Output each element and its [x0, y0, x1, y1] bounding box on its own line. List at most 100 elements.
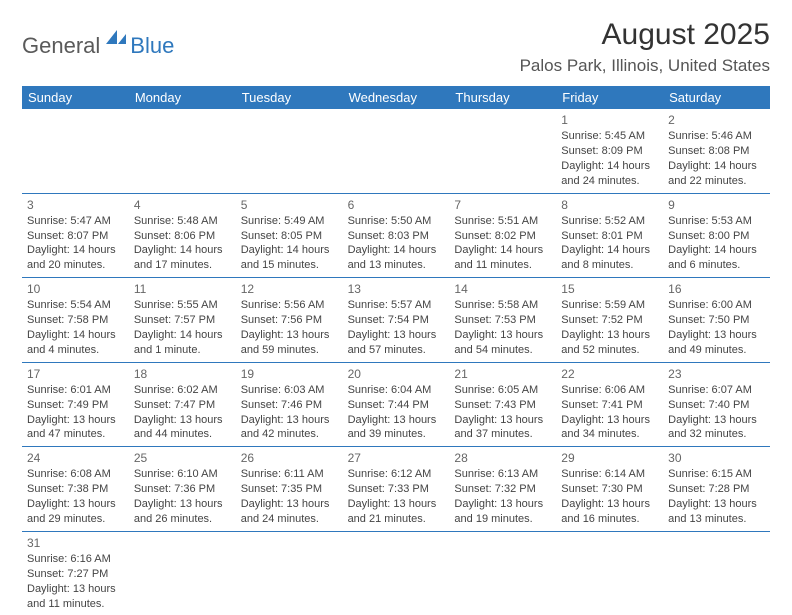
day-number: 9: [668, 197, 765, 213]
sunset-line: Sunset: 7:56 PM: [241, 313, 338, 328]
day-cell: 3Sunrise: 5:47 AMSunset: 8:07 PMDaylight…: [22, 194, 129, 278]
weekday-header: Tuesday: [236, 86, 343, 109]
daylight-line: Daylight: 13 hours and 57 minutes.: [348, 328, 445, 358]
daylight-line: Daylight: 13 hours and 32 minutes.: [668, 413, 765, 443]
sunrise-line: Sunrise: 6:05 AM: [454, 383, 551, 398]
sunrise-line: Sunrise: 5:52 AM: [561, 214, 658, 229]
daylight-line: Daylight: 13 hours and 39 minutes.: [348, 413, 445, 443]
sunset-line: Sunset: 7:32 PM: [454, 482, 551, 497]
day-number: 8: [561, 197, 658, 213]
weekday-header: Wednesday: [343, 86, 450, 109]
day-number: 4: [134, 197, 231, 213]
sunset-line: Sunset: 8:08 PM: [668, 144, 765, 159]
daylight-line: Daylight: 13 hours and 34 minutes.: [561, 413, 658, 443]
sunrise-line: Sunrise: 5:54 AM: [27, 298, 124, 313]
daylight-line: Daylight: 13 hours and 29 minutes.: [27, 497, 124, 527]
daylight-line: Daylight: 14 hours and 20 minutes.: [27, 243, 124, 273]
sunrise-line: Sunrise: 6:02 AM: [134, 383, 231, 398]
empty-cell: [343, 532, 450, 615]
sunrise-line: Sunrise: 6:08 AM: [27, 467, 124, 482]
day-number: 19: [241, 366, 338, 382]
day-number: 27: [348, 450, 445, 466]
empty-cell: [129, 109, 236, 193]
sunrise-line: Sunrise: 5:59 AM: [561, 298, 658, 313]
weekday-header-row: SundayMondayTuesdayWednesdayThursdayFrid…: [22, 86, 770, 109]
sunrise-line: Sunrise: 5:57 AM: [348, 298, 445, 313]
day-cell: 29Sunrise: 6:14 AMSunset: 7:30 PMDayligh…: [556, 447, 663, 531]
empty-cell: [449, 532, 556, 615]
daylight-line: Daylight: 14 hours and 1 minute.: [134, 328, 231, 358]
sunrise-line: Sunrise: 5:53 AM: [668, 214, 765, 229]
week-row: 24Sunrise: 6:08 AMSunset: 7:38 PMDayligh…: [22, 447, 770, 532]
sunset-line: Sunset: 7:52 PM: [561, 313, 658, 328]
day-number: 18: [134, 366, 231, 382]
sunset-line: Sunset: 7:47 PM: [134, 398, 231, 413]
daylight-line: Daylight: 13 hours and 26 minutes.: [134, 497, 231, 527]
daylight-line: Daylight: 14 hours and 8 minutes.: [561, 243, 658, 273]
day-number: 13: [348, 281, 445, 297]
sunset-line: Sunset: 7:41 PM: [561, 398, 658, 413]
title-block: August 2025 Palos Park, Illinois, United…: [520, 18, 770, 76]
sunrise-line: Sunrise: 5:46 AM: [668, 129, 765, 144]
calendar-body: 1Sunrise: 5:45 AMSunset: 8:09 PMDaylight…: [22, 109, 770, 615]
sunrise-line: Sunrise: 6:04 AM: [348, 383, 445, 398]
day-number: 30: [668, 450, 765, 466]
day-number: 3: [27, 197, 124, 213]
day-cell: 5Sunrise: 5:49 AMSunset: 8:05 PMDaylight…: [236, 194, 343, 278]
day-number: 24: [27, 450, 124, 466]
day-cell: 26Sunrise: 6:11 AMSunset: 7:35 PMDayligh…: [236, 447, 343, 531]
day-number: 7: [454, 197, 551, 213]
empty-cell: [663, 532, 770, 615]
sunset-line: Sunset: 8:06 PM: [134, 229, 231, 244]
daylight-line: Daylight: 13 hours and 11 minutes.: [27, 582, 124, 612]
day-number: 31: [27, 535, 124, 551]
sunset-line: Sunset: 7:27 PM: [27, 567, 124, 582]
daylight-line: Daylight: 13 hours and 54 minutes.: [454, 328, 551, 358]
weekday-header: Monday: [129, 86, 236, 109]
sunset-line: Sunset: 7:43 PM: [454, 398, 551, 413]
week-row: 3Sunrise: 5:47 AMSunset: 8:07 PMDaylight…: [22, 194, 770, 279]
day-cell: 11Sunrise: 5:55 AMSunset: 7:57 PMDayligh…: [129, 278, 236, 362]
day-cell: 25Sunrise: 6:10 AMSunset: 7:36 PMDayligh…: [129, 447, 236, 531]
sunset-line: Sunset: 8:09 PM: [561, 144, 658, 159]
day-number: 21: [454, 366, 551, 382]
logo-sail-icon: [104, 28, 130, 51]
sunrise-line: Sunrise: 5:51 AM: [454, 214, 551, 229]
day-number: 29: [561, 450, 658, 466]
day-number: 6: [348, 197, 445, 213]
sunset-line: Sunset: 7:28 PM: [668, 482, 765, 497]
daylight-line: Daylight: 14 hours and 24 minutes.: [561, 159, 658, 189]
daylight-line: Daylight: 14 hours and 17 minutes.: [134, 243, 231, 273]
empty-cell: [449, 109, 556, 193]
day-cell: 21Sunrise: 6:05 AMSunset: 7:43 PMDayligh…: [449, 363, 556, 447]
logo-text-1: General: [22, 33, 100, 59]
sunset-line: Sunset: 7:53 PM: [454, 313, 551, 328]
day-cell: 30Sunrise: 6:15 AMSunset: 7:28 PMDayligh…: [663, 447, 770, 531]
day-number: 14: [454, 281, 551, 297]
day-cell: 13Sunrise: 5:57 AMSunset: 7:54 PMDayligh…: [343, 278, 450, 362]
daylight-line: Daylight: 13 hours and 47 minutes.: [27, 413, 124, 443]
day-number: 5: [241, 197, 338, 213]
sunrise-line: Sunrise: 5:58 AM: [454, 298, 551, 313]
sunrise-line: Sunrise: 6:10 AM: [134, 467, 231, 482]
sunrise-line: Sunrise: 6:12 AM: [348, 467, 445, 482]
day-number: 10: [27, 281, 124, 297]
sunrise-line: Sunrise: 5:56 AM: [241, 298, 338, 313]
sunrise-line: Sunrise: 6:15 AM: [668, 467, 765, 482]
sunset-line: Sunset: 7:33 PM: [348, 482, 445, 497]
sunset-line: Sunset: 7:54 PM: [348, 313, 445, 328]
daylight-line: Daylight: 13 hours and 16 minutes.: [561, 497, 658, 527]
header: General Blue August 2025 Palos Park, Ill…: [22, 18, 770, 76]
empty-cell: [236, 532, 343, 615]
day-number: 15: [561, 281, 658, 297]
day-cell: 2Sunrise: 5:46 AMSunset: 8:08 PMDaylight…: [663, 109, 770, 193]
week-row: 31Sunrise: 6:16 AMSunset: 7:27 PMDayligh…: [22, 532, 770, 615]
sunrise-line: Sunrise: 6:14 AM: [561, 467, 658, 482]
sunset-line: Sunset: 7:46 PM: [241, 398, 338, 413]
sunset-line: Sunset: 7:58 PM: [27, 313, 124, 328]
day-cell: 15Sunrise: 5:59 AMSunset: 7:52 PMDayligh…: [556, 278, 663, 362]
sunset-line: Sunset: 7:38 PM: [27, 482, 124, 497]
sunrise-line: Sunrise: 6:07 AM: [668, 383, 765, 398]
day-cell: 17Sunrise: 6:01 AMSunset: 7:49 PMDayligh…: [22, 363, 129, 447]
empty-cell: [129, 532, 236, 615]
